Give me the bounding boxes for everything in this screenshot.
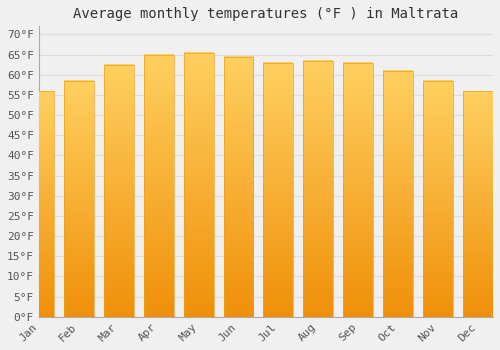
Bar [423, 81, 453, 317]
Bar [184, 52, 214, 317]
Bar [264, 63, 294, 317]
Bar [344, 63, 374, 317]
Bar [463, 91, 493, 317]
Title: Average monthly temperatures (°F ) in Maltrata: Average monthly temperatures (°F ) in Ma… [74, 7, 458, 21]
Bar [104, 65, 134, 317]
Bar [304, 61, 334, 317]
Bar [24, 91, 54, 317]
Bar [144, 55, 174, 317]
Bar [224, 57, 254, 317]
Bar [383, 71, 413, 317]
Bar [64, 81, 94, 317]
